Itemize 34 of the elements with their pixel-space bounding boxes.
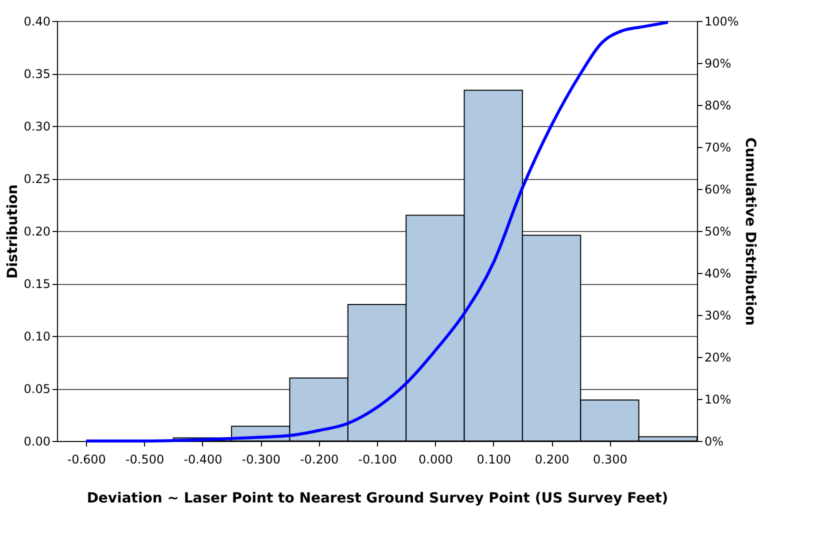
x-tick-label: 0.200 [534, 452, 570, 466]
x-tick-label: 0.300 [593, 452, 628, 466]
y-tick-label: 0.20 [24, 224, 50, 238]
y-tick-label: 0.35 [24, 67, 50, 81]
y2-tick-label: 60% [704, 182, 732, 196]
x-tick-label: 0.100 [476, 452, 512, 466]
x-tick-label: -0.100 [358, 452, 397, 466]
line-series [84, 20, 670, 442]
x-tick-label: -0.500 [125, 452, 164, 466]
y-tick-label: 0.15 [24, 277, 50, 291]
y2-tick-label: 90% [704, 56, 732, 70]
x-tick-label: -0.200 [300, 452, 339, 466]
y-axis-title: Distribution [4, 184, 21, 279]
y2-axis-title: Cumulative Distribution [742, 137, 758, 326]
y-tick-label: 0.25 [24, 172, 50, 186]
y2-tick-label: 70% [704, 140, 732, 154]
x-axis-title: Deviation ~ Laser Point to Nearest Ground Survey Point (US Survey Feet) [86, 490, 668, 506]
y2-tick-label: 80% [704, 98, 732, 112]
x-tick-label: -0.400 [184, 452, 222, 466]
y2-tick-label: 50% [704, 224, 732, 238]
y-tick-label: 0.10 [24, 330, 50, 344]
y-tick-label: 0.40 [24, 14, 50, 28]
y-tick-label: 0.00 [24, 434, 50, 448]
y2-tick-label: 100% [704, 14, 739, 28]
y2-tick-label: 30% [704, 308, 732, 322]
y2-tick-label: 40% [704, 266, 732, 280]
x-tick-label: -0.600 [67, 452, 106, 466]
x-tick-label: -0.300 [242, 452, 280, 466]
y2-tick-label: 10% [704, 392, 732, 406]
y-tick-label: 0.05 [24, 382, 50, 396]
y2-tick-label: 20% [704, 350, 732, 364]
x-tick-label: 0.000 [418, 452, 453, 466]
y-tick-label: 0.30 [24, 120, 50, 134]
y2-tick-label: 0% [704, 434, 724, 448]
